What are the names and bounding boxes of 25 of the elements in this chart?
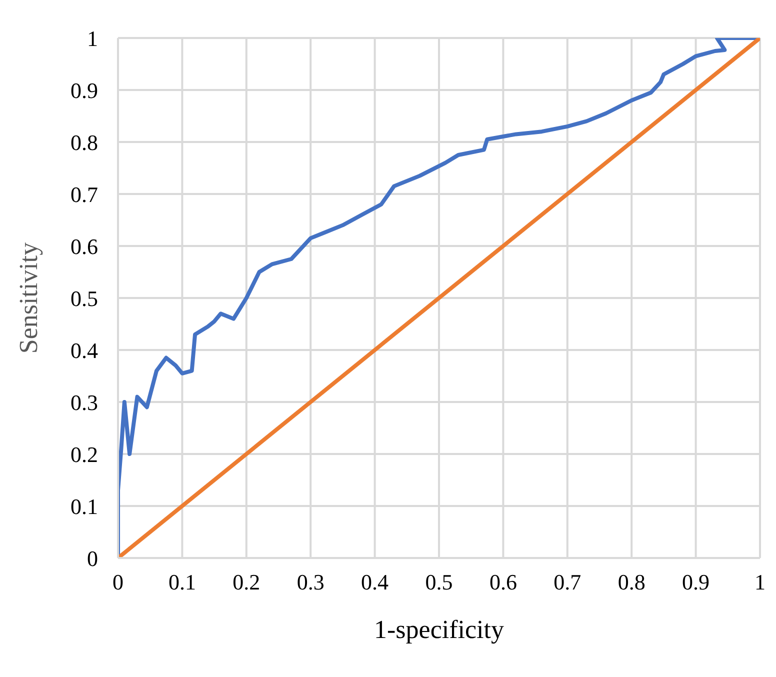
y-tick-label: 0.6	[70, 234, 98, 259]
y-tick-label: 0.2	[70, 442, 98, 467]
x-tick-label: 0.7	[554, 570, 582, 595]
y-tick-label: 0	[87, 546, 98, 571]
y-tick-label: 0.7	[70, 182, 98, 207]
y-tick-label: 0.9	[70, 78, 98, 103]
x-tick-label: 1	[754, 570, 766, 595]
y-tick-label: 0.1	[70, 494, 98, 519]
line-series	[118, 38, 760, 558]
y-tick-label: 0.3	[70, 390, 98, 415]
x-tick-label: 0.9	[682, 570, 710, 595]
x-tick-label: 0.4	[361, 570, 389, 595]
x-tick-label: 0	[112, 570, 124, 595]
x-tick-label: 0.2	[232, 570, 260, 595]
x-tick-label: 0.5	[425, 570, 453, 595]
y-tick-label: 1	[87, 26, 98, 51]
x-axis-title: 1-specificity	[374, 615, 504, 644]
y-tick-label: 0.4	[70, 338, 98, 363]
x-tick-label: 0.6	[489, 570, 517, 595]
x-tick-label: 0.8	[618, 570, 646, 595]
y-axis-title: Sensitivity	[14, 242, 44, 354]
x-tick-label: 0.3	[296, 570, 324, 595]
y-tick-label: 0.5	[70, 286, 98, 311]
y-tick-label: 0.8	[70, 130, 98, 155]
x-tick-label: 0.1	[168, 570, 196, 595]
